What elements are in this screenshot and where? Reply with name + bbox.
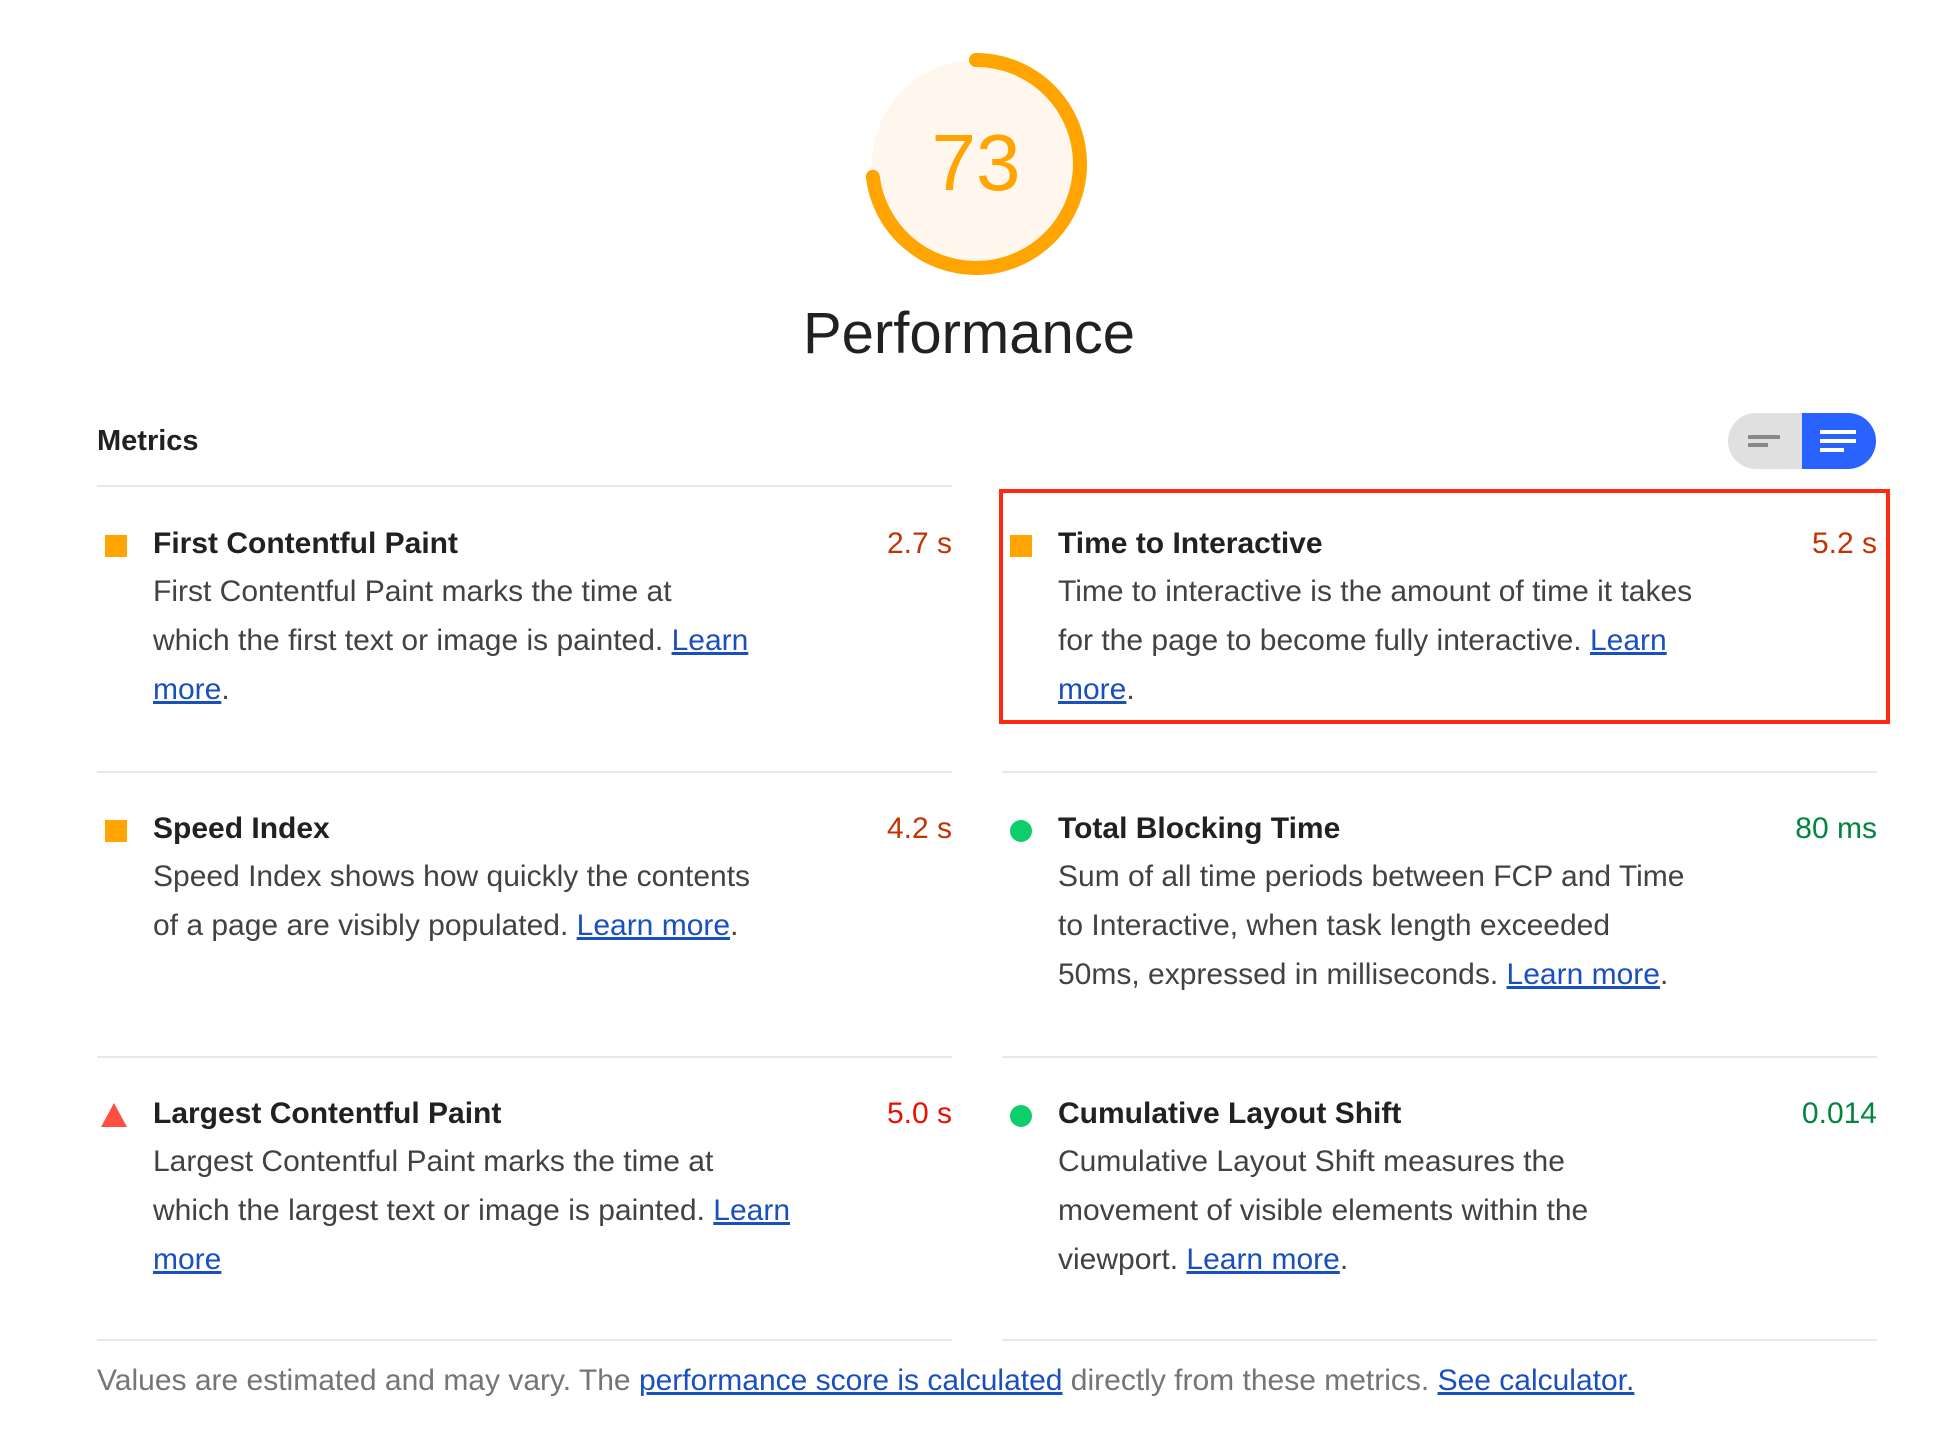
metric-description: Speed Index shows how quickly the conten… (153, 860, 751, 942)
score-gauge (865, 53, 1087, 275)
metric-si: Speed Index 4.2 s Speed Index shows how … (97, 805, 952, 1045)
divider (97, 485, 952, 487)
view-toggle[interactable] (1728, 413, 1876, 469)
metrics-heading: Metrics (97, 425, 199, 457)
metric-cls: Cumulative Layout Shift 0.014 Cumulative… (1002, 1090, 1877, 1330)
metric-tbt: Total Blocking Time 80 ms Sum of all tim… (1002, 805, 1877, 1045)
divider (97, 771, 952, 773)
green-circle-icon (1010, 820, 1032, 842)
short-lines-icon (1748, 435, 1780, 447)
long-lines-icon (1820, 430, 1856, 452)
metric-title: Total Blocking Time (1058, 812, 1341, 845)
red-triangle-icon (101, 1103, 127, 1127)
score-value: 73 (931, 118, 1021, 207)
metric-description: Sum of all time periods between FCP and … (1058, 860, 1685, 991)
metric-lcp: Largest Contentful Paint 5.0 s Largest C… (97, 1090, 952, 1330)
learn-more-link[interactable]: Learn more (576, 908, 731, 942)
expanded-view-button[interactable] (1802, 413, 1876, 469)
footer-note: Values are estimated and may vary. The p… (97, 1364, 1635, 1397)
learn-more-link[interactable]: Learn more (153, 1193, 791, 1276)
metric-fcp: First Contentful Paint 2.7 s First Conte… (97, 520, 952, 760)
category-title: Performance (802, 301, 1136, 366)
gauge-arc (865, 53, 1087, 275)
metric-value: 5.2 s (1811, 527, 1877, 560)
metric-title: Time to Interactive (1058, 527, 1323, 560)
metric-description: First Contentful Paint marks the time at… (153, 575, 749, 706)
metric-description: Time to interactive is the amount of tim… (1058, 575, 1693, 706)
divider (1002, 771, 1877, 773)
metric-title: First Contentful Paint (153, 527, 458, 560)
metric-tti: Time to Interactive 5.2 s Time to intera… (1002, 520, 1877, 760)
metric-title: Cumulative Layout Shift (1058, 1097, 1402, 1130)
metric-value: 2.7 s (886, 527, 952, 560)
metric-title: Largest Contentful Paint (153, 1097, 502, 1130)
orange-square-icon (1010, 535, 1032, 557)
divider (1002, 1339, 1877, 1341)
learn-more-link[interactable]: Learn more (153, 623, 749, 706)
learn-more-link[interactable]: Learn more (1186, 1242, 1340, 1276)
learn-more-link[interactable]: Learn more (1058, 623, 1667, 706)
divider (97, 1056, 952, 1058)
collapsed-view-button[interactable] (1728, 413, 1802, 469)
metric-value: 0.014 (1801, 1097, 1877, 1130)
metric-description: Largest Contentful Paint marks the time … (153, 1145, 791, 1276)
see-calculator-link[interactable]: See calculator. (1437, 1364, 1635, 1397)
metric-value: 80 ms (1795, 812, 1877, 845)
highlight-box (999, 489, 1890, 724)
divider (1002, 1056, 1877, 1058)
metric-value: 4.2 s (886, 812, 952, 845)
score-calculated-link[interactable]: performance score is calculated (638, 1364, 1063, 1397)
metric-value: 5.0 s (886, 1097, 952, 1130)
divider (97, 1339, 952, 1341)
metric-description: Cumulative Layout Shift measures the mov… (1058, 1145, 1589, 1276)
orange-square-icon (105, 820, 127, 842)
green-circle-icon (1010, 1105, 1032, 1127)
metric-title: Speed Index (153, 812, 330, 845)
orange-square-icon (105, 535, 127, 557)
learn-more-link[interactable]: Learn more (1506, 957, 1660, 991)
